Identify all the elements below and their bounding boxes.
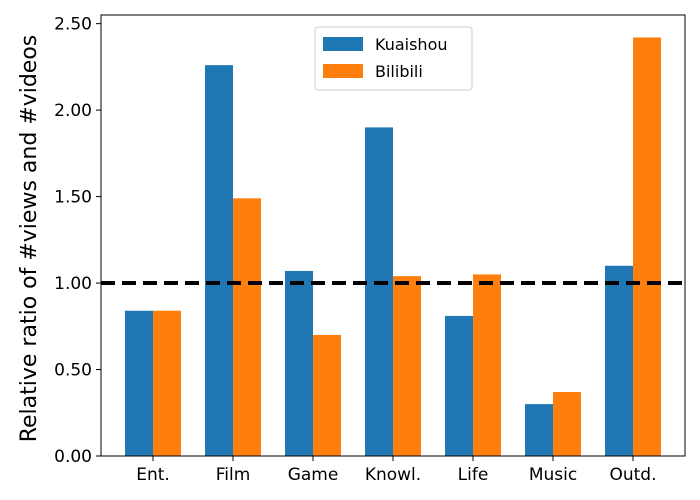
x-tick-label: Life [458, 465, 489, 485]
y-tick-label: 1.50 [54, 188, 92, 208]
bar-kuaishou-life [445, 315, 473, 456]
bar-bilibili-life [473, 274, 501, 456]
bar-kuaishou-knowl [365, 127, 393, 456]
bar-kuaishou-outd [605, 265, 633, 456]
x-tick-label: Ent. [136, 465, 170, 485]
x-tick-label: Music [529, 465, 577, 485]
bar-kuaishou-music [525, 404, 553, 456]
y-tick-label: 0.00 [54, 447, 92, 467]
legend-label-kuaishou: Kuaishou [375, 35, 448, 54]
x-axis: Ent. Film Game Knowl. Life Music Outd. [136, 456, 657, 485]
legend-swatch-kuaishou [323, 37, 363, 51]
legend: Kuaishou Bilibili [314, 26, 473, 91]
legend-label-bilibili: Bilibili [375, 62, 423, 81]
x-tick-label: Knowl. [365, 465, 421, 485]
y-axis: 0.00 0.50 1.00 1.50 2.00 2.50 [54, 15, 101, 467]
bar-kuaishou-ent [125, 310, 153, 456]
y-tick-label: 2.00 [54, 101, 92, 121]
bars-layer [125, 37, 661, 457]
y-axis-label: Relative ratio of #views and #videos [17, 35, 42, 443]
x-tick-label: Outd. [609, 465, 656, 485]
y-tick-label: 0.50 [54, 361, 92, 381]
bar-kuaishou-film [205, 65, 233, 456]
bar-kuaishou-game [285, 270, 313, 456]
x-tick-label: Film [216, 465, 251, 485]
y-tick-label: 1.00 [54, 274, 92, 294]
bar-bilibili-ent [153, 310, 181, 456]
bar-bilibili-knowl [393, 276, 421, 456]
bar-bilibili-music [553, 392, 581, 456]
bar-bilibili-outd [633, 37, 661, 456]
bar-bilibili-game [313, 334, 341, 456]
y-tick-label: 2.50 [54, 15, 92, 35]
legend-swatch-bilibili [323, 64, 363, 78]
bar-bilibili-film [233, 198, 261, 457]
x-tick-label: Game [288, 465, 339, 485]
